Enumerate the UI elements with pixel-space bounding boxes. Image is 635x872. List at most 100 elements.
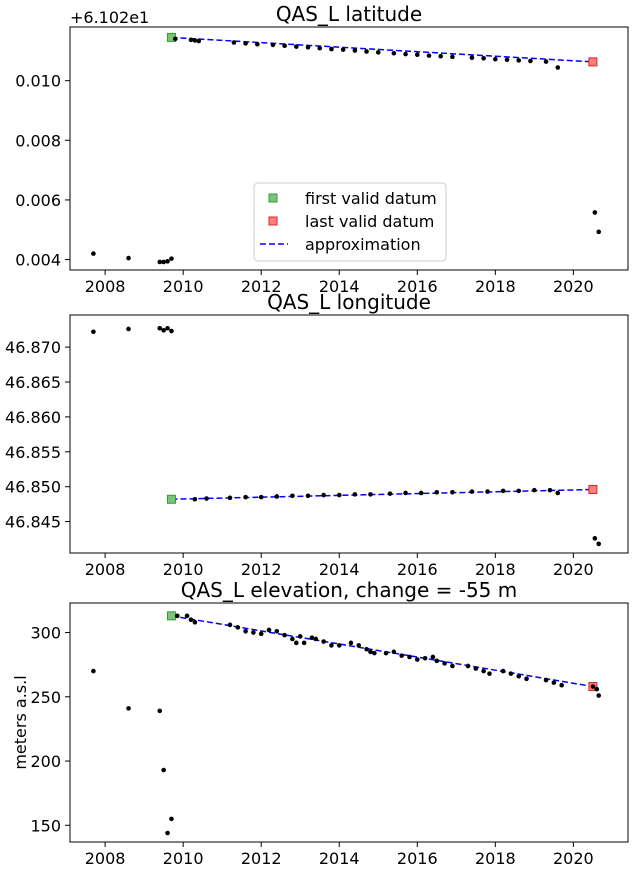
axes-frame	[69, 602, 629, 843]
data-point	[294, 640, 299, 646]
data-point	[297, 634, 303, 639]
x-tick-label: 2010	[163, 560, 204, 579]
approximation-line	[171, 488, 593, 501]
legend-box	[253, 182, 447, 262]
data-point	[547, 487, 553, 493]
data-point	[438, 53, 443, 59]
data-point	[481, 668, 486, 674]
data-point	[500, 488, 506, 494]
data-point	[596, 693, 602, 698]
data-point	[434, 658, 440, 664]
data-point	[524, 676, 529, 682]
legend-label: first valid datum	[305, 189, 437, 208]
x-tick-label: 2014	[319, 560, 360, 579]
data-point	[418, 490, 424, 496]
y-tick-label: 46.855	[5, 443, 61, 462]
data-point	[173, 36, 178, 42]
data-point	[282, 43, 287, 49]
x-tick-label: 2008	[85, 849, 126, 868]
data-point	[274, 494, 280, 499]
data-point	[169, 816, 174, 822]
data-point	[596, 541, 602, 547]
data-point	[270, 42, 276, 48]
data-point	[329, 643, 334, 648]
y-tick-label: 46.870	[5, 338, 61, 357]
data-point	[399, 653, 404, 658]
data-point	[403, 51, 408, 57]
last-valid-datum-marker	[588, 57, 598, 67]
data-point	[516, 58, 522, 63]
data-point	[231, 40, 237, 45]
data-point	[161, 259, 166, 265]
data-point	[555, 490, 561, 496]
data-point	[543, 59, 549, 64]
data-point	[192, 619, 198, 625]
data-point	[161, 328, 166, 333]
y-axis-label: meters a.s.l	[11, 675, 30, 769]
data-point	[368, 649, 373, 655]
y-tick-label: 0.006	[15, 191, 61, 210]
data-point	[305, 493, 311, 499]
y-tick-label: 300	[30, 624, 61, 643]
data-point	[407, 654, 412, 660]
data-point	[258, 631, 264, 637]
x-tick-label: 2010	[163, 277, 204, 296]
data-point	[465, 663, 471, 669]
data-point	[352, 48, 358, 53]
axis-offset-text: +6.102e1	[70, 8, 149, 27]
data-point	[528, 58, 533, 64]
data-point	[450, 663, 455, 669]
data-point	[383, 650, 389, 656]
data-point	[516, 673, 522, 679]
data-point	[91, 668, 96, 674]
data-point	[403, 490, 408, 496]
x-tick-label: 2016	[397, 277, 438, 296]
data-point	[487, 671, 492, 676]
data-point	[309, 635, 315, 640]
last-valid-datum-marker	[588, 484, 598, 494]
first-valid-datum-marker	[166, 611, 176, 621]
subplot-2: QAS_L longitude 2008 2010 2012 2014 2016 2018 2…	[5, 290, 629, 579]
data-point	[387, 491, 393, 496]
data-point	[204, 496, 209, 501]
subplot-1: QAS_L latitude +6.102e1 2008 2010 2012 2014 20…	[15, 2, 629, 296]
legend-label: last valid datum	[305, 212, 434, 231]
data-point	[442, 661, 447, 666]
data-point	[126, 255, 131, 261]
y-tick-label: 46.845	[5, 513, 61, 532]
plot-title: QAS_L latitude	[276, 2, 422, 26]
data-point	[500, 668, 506, 674]
data-point	[175, 613, 180, 619]
data-point	[157, 708, 163, 714]
data-point	[165, 259, 170, 264]
data-point	[317, 45, 323, 51]
data-point	[184, 613, 190, 619]
legend-last-marker	[268, 216, 278, 226]
data-point	[290, 636, 295, 642]
data-point	[592, 536, 598, 541]
data-point	[532, 487, 537, 493]
data-point	[329, 46, 334, 52]
data-point	[157, 259, 163, 265]
data-point	[321, 639, 326, 644]
data-point	[235, 625, 241, 630]
axes-frame	[69, 314, 629, 554]
y-tick-label: 0.010	[15, 72, 61, 91]
data-point	[336, 643, 342, 648]
subplot-3: QAS_L elevation, change = -55 m meters a.…	[11, 578, 629, 868]
data-point	[364, 646, 369, 652]
data-point	[391, 50, 397, 56]
x-tick-label: 2020	[553, 277, 594, 296]
data-point	[227, 495, 233, 501]
data-point	[255, 41, 260, 47]
data-point	[508, 671, 514, 676]
data-point	[305, 44, 311, 50]
x-tick-label: 2020	[553, 849, 594, 868]
data-point	[169, 328, 174, 334]
data-point	[294, 44, 299, 49]
data-point	[274, 628, 280, 634]
data-point	[450, 54, 455, 60]
x-tick-label: 2012	[241, 277, 282, 296]
data-point	[348, 640, 354, 646]
